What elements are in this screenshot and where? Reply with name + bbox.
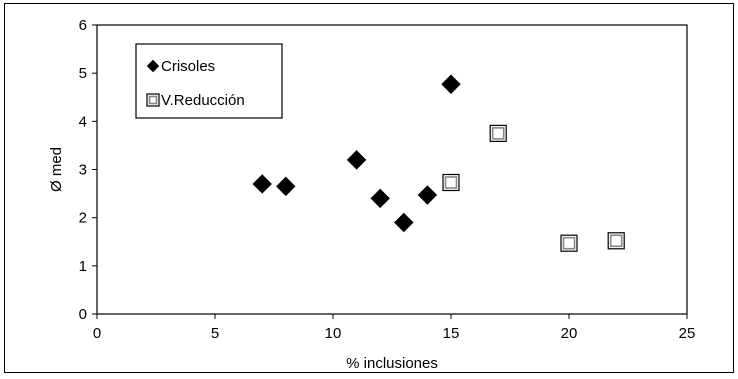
y-tick-label: 5 — [79, 65, 87, 82]
data-points — [252, 74, 625, 252]
chart-frame: 0 1 2 3 4 5 6 0 5 10 15 20 25 % inclusiones Ø med Cris… — [4, 3, 734, 373]
x-tick-label: 5 — [211, 325, 219, 342]
y-axis-title: Ø med — [48, 147, 65, 192]
legend-v-reduccion-marker-inner — [148, 95, 158, 105]
x-tick-label: 0 — [93, 325, 101, 342]
legend-box — [135, 43, 283, 119]
crisoles-point — [276, 176, 296, 197]
v-reduccion-point-inner — [491, 127, 505, 140]
legend-crisoles-marker — [146, 59, 160, 73]
crisoles-point — [370, 188, 390, 209]
crisoles-point — [417, 185, 438, 205]
legend-label: Crisoles — [161, 58, 215, 75]
y-tick-label: 2 — [79, 210, 87, 227]
y-tick-label: 4 — [79, 113, 87, 130]
v-reduccion-point-outer — [442, 173, 460, 192]
v-reduccion-point-outer — [607, 232, 625, 250]
crisoles-point — [346, 150, 367, 170]
v-reduccion-point-outer — [560, 234, 578, 252]
scatter-chart: 0 1 2 3 4 5 6 0 5 10 15 20 25 % inclusiones Ø med Cris… — [48, 17, 695, 372]
y-tick-label: 1 — [79, 258, 87, 275]
v-reduccion-point — [442, 173, 460, 192]
x-axis-title: % inclusiones — [346, 355, 438, 372]
crisoles-point — [252, 174, 272, 194]
crisoles-point — [394, 212, 414, 233]
x-tick-label: 15 — [443, 325, 460, 342]
v-reduccion-point-inner — [609, 234, 623, 248]
y-tick-label: 6 — [79, 17, 87, 34]
legend-label: V.Reducción — [161, 92, 245, 109]
v-reduccion-point — [607, 232, 625, 250]
v-reduccion-point — [489, 124, 507, 142]
v-reduccion-point-outer — [489, 124, 507, 142]
x-tick-label: 25 — [679, 325, 696, 342]
crisoles-point — [441, 74, 461, 94]
v-reduccion-point — [560, 234, 578, 252]
x-tick-label: 10 — [325, 325, 342, 342]
x-tick-label: 20 — [561, 325, 578, 342]
legend: Crisoles V.Reducción — [135, 43, 283, 119]
legend-v-reduccion-marker — [146, 93, 160, 107]
axes: 0 1 2 3 4 5 6 0 5 10 15 20 25 % inclusiones Ø med — [48, 17, 695, 372]
y-tick-label: 3 — [79, 162, 87, 179]
v-reduccion-point-inner — [562, 236, 576, 250]
y-tick-label: 0 — [79, 306, 87, 323]
v-reduccion-point-inner — [444, 176, 458, 189]
